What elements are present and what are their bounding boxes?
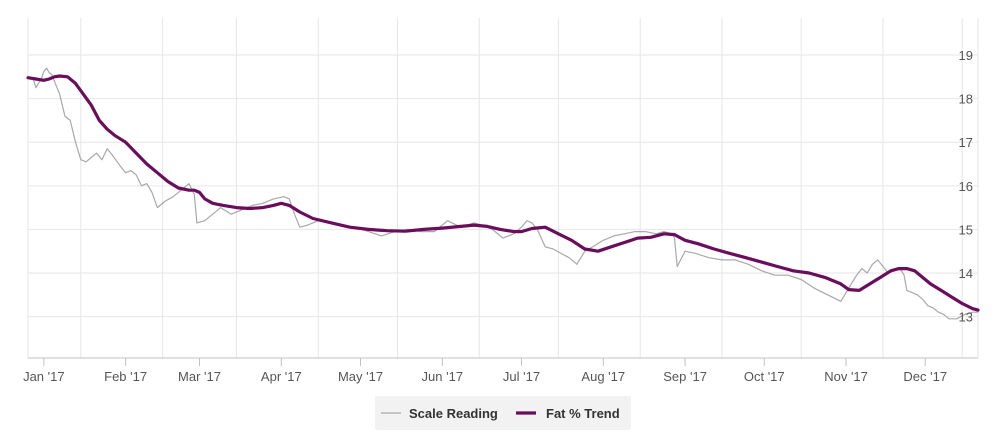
scale-reading-line [27, 67, 979, 320]
y-tick-label: 14 [959, 266, 973, 281]
legend-label: Scale Reading [409, 406, 498, 421]
legend-item[interactable]: Fat % Trend [516, 406, 620, 421]
y-tick-label: 15 [959, 222, 973, 237]
legend-label: Fat % Trend [546, 406, 620, 421]
x-tick-label: Feb '17 [104, 369, 147, 384]
axis-layer: 13 14 15 16 17 18 19 Jan '17 Feb '17 Mar '17 Apr '… [23, 48, 978, 384]
grid-layer [27, 18, 979, 358]
x-tick-label: Sep '17 [663, 369, 707, 384]
series-layer [26, 67, 980, 320]
legend-background [375, 396, 631, 430]
y-tick-label: 13 [959, 310, 973, 325]
y-tick-label: 17 [959, 135, 973, 150]
x-tick-label: Jun '17 [422, 369, 464, 384]
x-tick-label: Jul '17 [503, 369, 540, 384]
x-tick-label: Mar '17 [178, 369, 221, 384]
y-tick-label: 18 [959, 92, 973, 107]
x-tick-label: May '17 [338, 369, 383, 384]
fat-trend-line [26, 74, 980, 312]
legend-item[interactable]: Scale Reading [381, 406, 498, 421]
x-tick-label: Nov '17 [824, 369, 868, 384]
x-tick-label: Jan '17 [23, 369, 65, 384]
y-tick-label: 19 [959, 48, 973, 63]
x-tick-label: Dec '17 [903, 369, 947, 384]
x-tick-label: Oct '17 [744, 369, 785, 384]
x-tick-label: Apr '17 [261, 369, 302, 384]
y-tick-label: 16 [959, 179, 973, 194]
legend: Scale Reading Fat % Trend [375, 396, 631, 430]
x-tick-label: Aug '17 [581, 369, 625, 384]
